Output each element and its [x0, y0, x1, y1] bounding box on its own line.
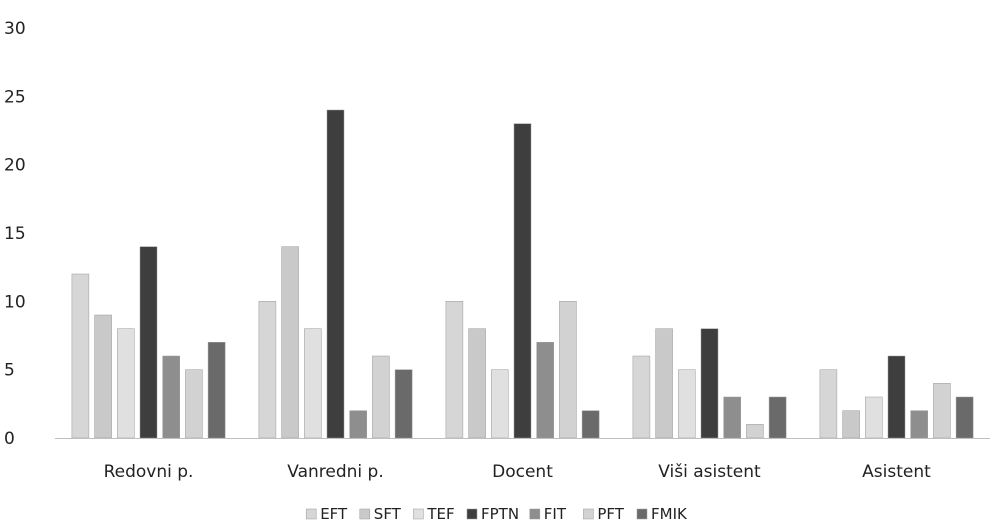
bar-fit-2: [349, 410, 367, 439]
x-category-label: Docent: [492, 462, 553, 482]
legend: EFT SFT TEF FPTN FIT PFT FMIK: [305, 505, 688, 523]
bar-tef-5: [865, 396, 883, 439]
bar-eft-1: [71, 273, 90, 439]
x-category-label: Viši asistent: [658, 462, 761, 482]
bar-tef-1: [117, 328, 135, 439]
legend-swatch-fit: [529, 508, 541, 520]
y-tick-label: 0: [4, 429, 15, 449]
bar-sft-3: [468, 328, 486, 439]
legend-swatch-tef: [413, 508, 424, 520]
bar-pft-4: [746, 424, 764, 439]
bar-sft-4: [655, 328, 673, 439]
legend-label-fmik: FMIK: [651, 505, 688, 523]
legend-swatch-sft: [359, 508, 371, 520]
bar-eft-5: [819, 369, 838, 439]
bar-fmik-3: [581, 410, 600, 439]
bar-fit-3: [536, 342, 554, 439]
legend-label-eft: EFT: [320, 505, 348, 523]
bar-fptn-5: [887, 355, 906, 439]
x-category-label: Vanredni p.: [287, 462, 383, 482]
y-axis-ticks: 0 5 10 15 20 25 30: [4, 19, 26, 449]
bar-eft-2: [258, 301, 277, 439]
bar-pft-3: [559, 301, 577, 439]
bars: [71, 109, 974, 439]
legend-swatch-eft: [305, 508, 317, 520]
bar-fptn-2: [326, 109, 345, 439]
legend-label-fit: FIT: [544, 505, 567, 523]
bar-eft-3: [445, 301, 464, 439]
y-tick-label: 10: [4, 292, 26, 312]
legend-label-sft: SFT: [374, 505, 402, 523]
y-tick-label: 25: [4, 87, 26, 107]
bar-sft-1: [94, 314, 112, 439]
bar-pft-2: [372, 355, 390, 439]
bar-fmik-2: [394, 369, 413, 439]
bar-pft-1: [185, 369, 203, 439]
legend-label-fptn: FPTN: [481, 505, 519, 523]
y-tick-label: 30: [4, 19, 26, 39]
legend-swatch-fmik: [636, 508, 648, 520]
bar-fptn-4: [700, 328, 719, 439]
x-category-label: Redovni p.: [104, 462, 194, 482]
legend-swatch-pft: [583, 508, 594, 520]
bar-fptn-1: [139, 246, 158, 439]
bar-tef-2: [304, 328, 322, 439]
y-tick-label: 15: [4, 224, 26, 244]
bar-tef-3: [491, 369, 509, 439]
bar-eft-4: [632, 355, 651, 439]
bar-fmik-4: [768, 396, 787, 439]
bar-fmik-1: [207, 342, 226, 439]
bar-sft-2: [281, 246, 299, 439]
x-axis-category-labels: Redovni p. Vanredni p. Docent Viši asistent…: [104, 462, 932, 482]
bar-tef-4: [678, 369, 696, 439]
legend-label-pft: PFT: [597, 505, 624, 523]
bar-fit-4: [723, 396, 741, 439]
legend-label-tef: TEF: [426, 505, 454, 523]
y-tick-label: 20: [4, 156, 26, 176]
legend-swatch-fptn: [466, 508, 478, 520]
bar-fit-5: [910, 410, 928, 439]
bar-fmik-5: [955, 396, 974, 439]
bar-sft-5: [842, 410, 860, 439]
bar-fptn-3: [513, 123, 532, 439]
bar-pft-5: [933, 383, 951, 439]
bar-fit-1: [162, 355, 180, 439]
y-tick-label: 5: [4, 361, 15, 381]
x-category-label: Asistent: [862, 462, 931, 482]
